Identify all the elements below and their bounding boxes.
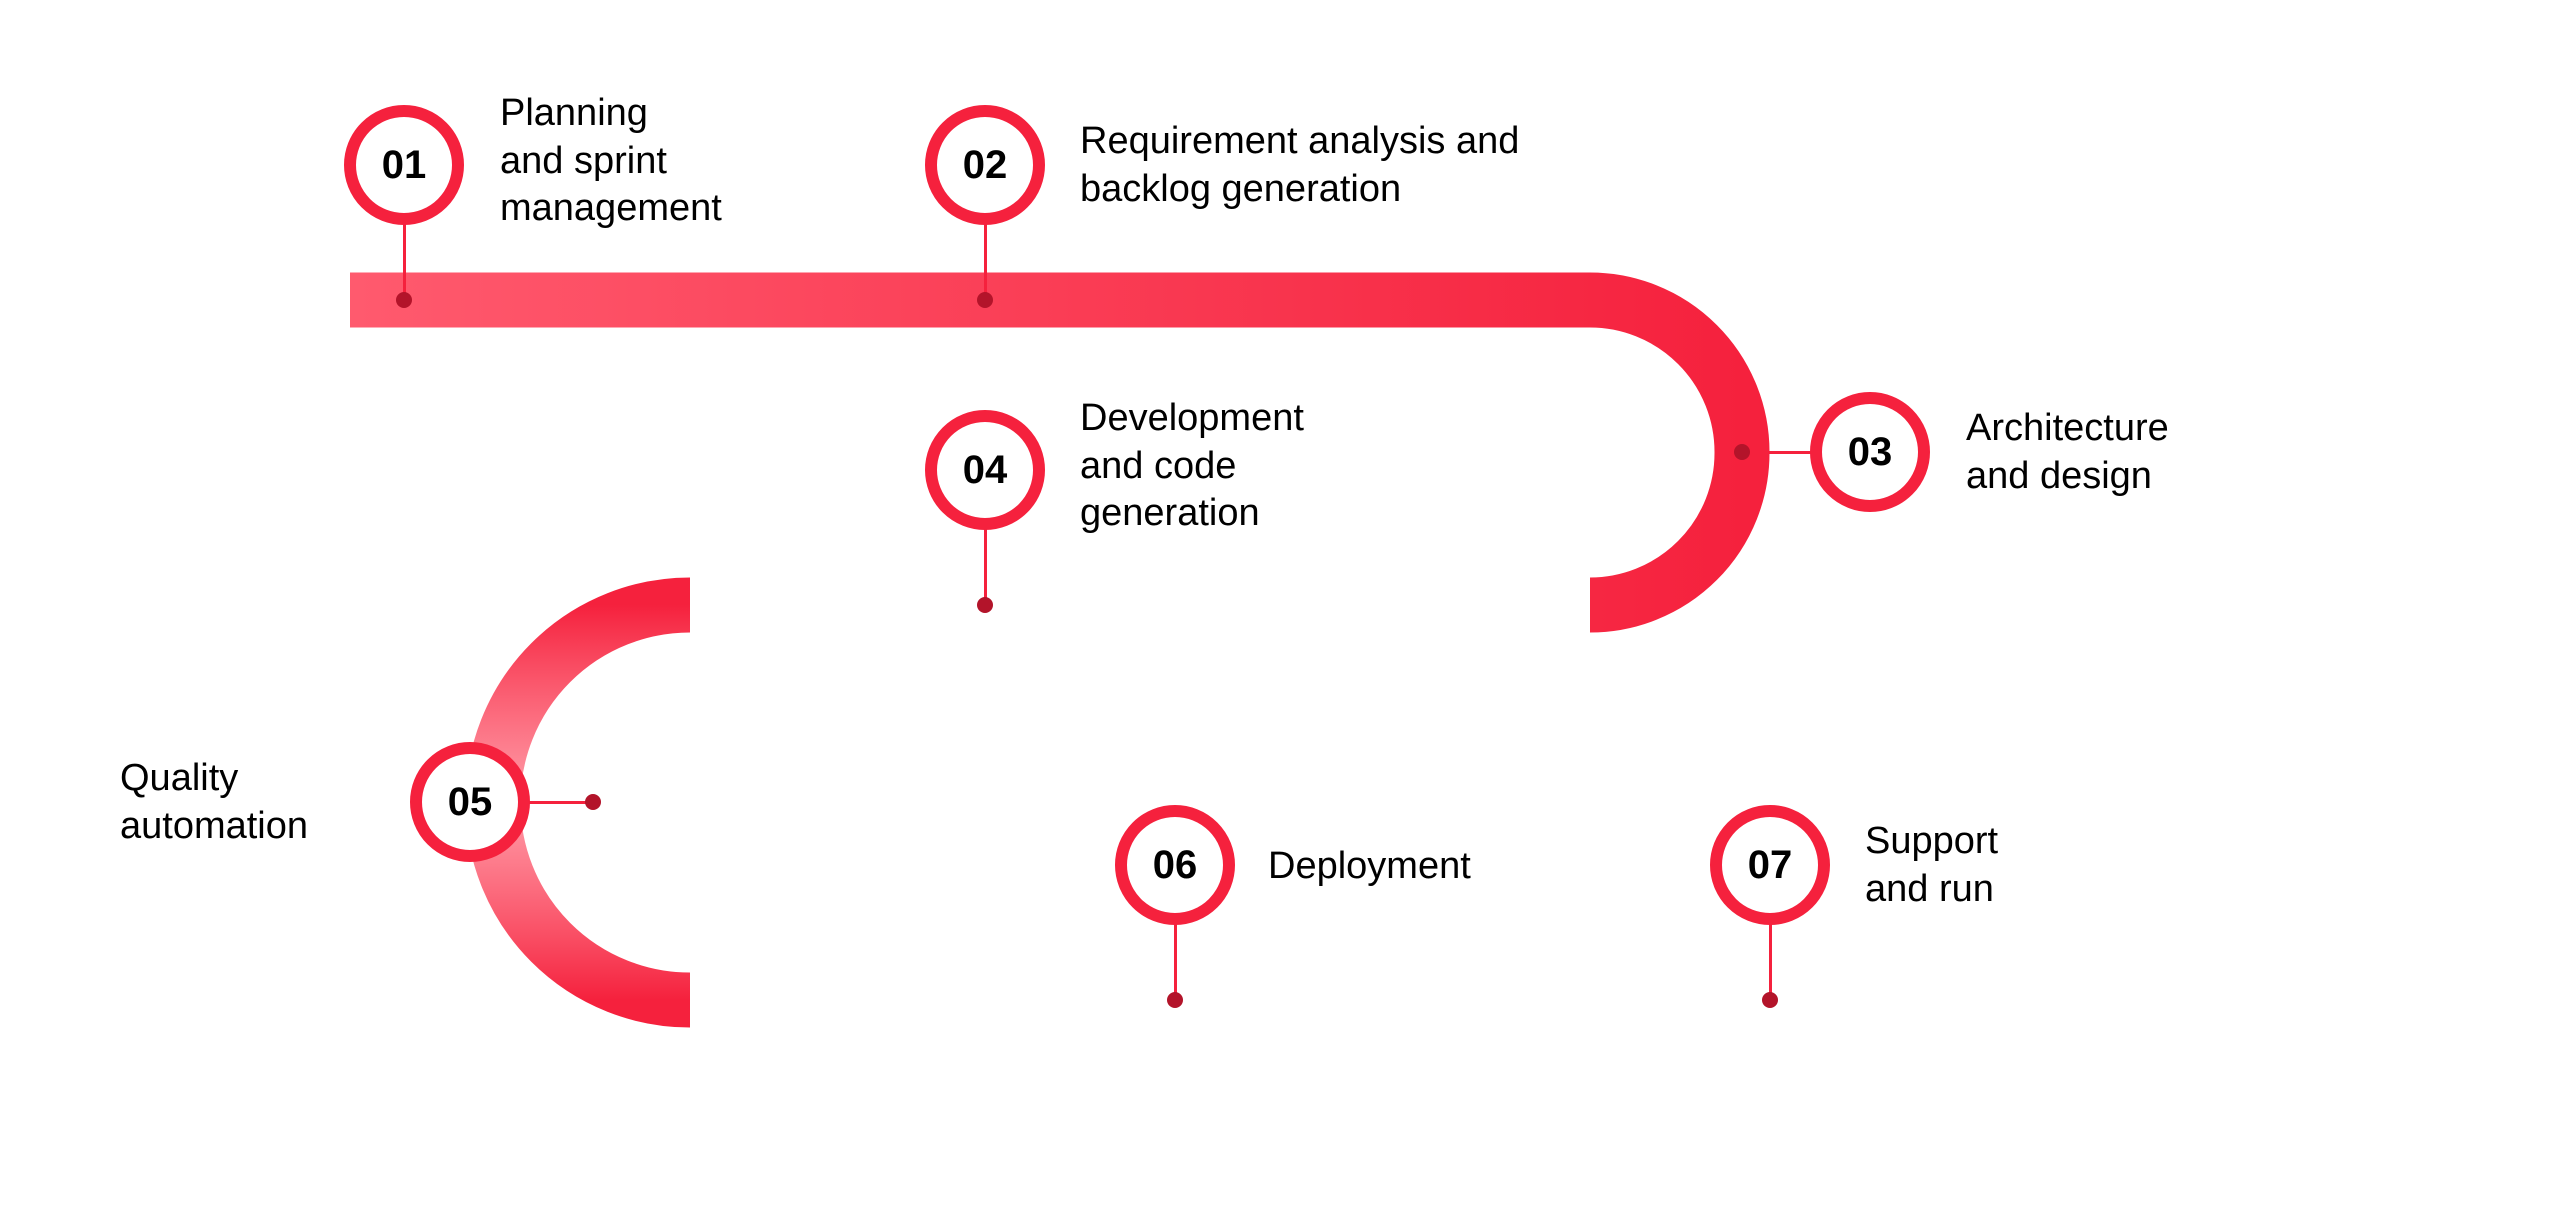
connector-stem: [403, 223, 406, 300]
step-circle-01: 01: [344, 105, 464, 225]
connector-stem: [984, 528, 987, 605]
connector-stem: [1742, 451, 1812, 454]
step-number: 02: [963, 143, 1008, 188]
connector-dot: [1734, 444, 1750, 460]
step-number: 06: [1153, 843, 1198, 888]
connector-stem: [984, 223, 987, 300]
step-circle-07: 07: [1710, 805, 1830, 925]
step-number: 03: [1848, 430, 1893, 475]
connector-dot: [396, 292, 412, 308]
connector-stem: [528, 801, 593, 804]
connector-stem: [1769, 923, 1772, 1000]
step-label-06: Deployment: [1268, 843, 1588, 891]
step-label-01: Planning and sprint management: [500, 90, 820, 233]
step-label-04: Development and code generation: [1080, 395, 1400, 538]
connector-dot: [977, 597, 993, 613]
step-number: 04: [963, 448, 1008, 493]
step-label-07: Support and run: [1865, 818, 2125, 913]
step-number: 05: [448, 780, 493, 825]
step-circle-04: 04: [925, 410, 1045, 530]
step-number: 01: [382, 143, 427, 188]
step-circle-02: 02: [925, 105, 1045, 225]
step-label-03: Architecture and design: [1966, 405, 2286, 500]
step-label-05: Quality automation: [120, 755, 390, 850]
connector-dot: [977, 292, 993, 308]
connector-dot: [1167, 992, 1183, 1008]
step-circle-06: 06: [1115, 805, 1235, 925]
connector-dot: [585, 794, 601, 810]
connector-stem: [1174, 923, 1177, 1000]
connector-dot: [1762, 992, 1778, 1008]
step-circle-03: 03: [1810, 392, 1930, 512]
step-label-02: Requirement analysis and backlog generat…: [1080, 118, 1640, 213]
process-flow-diagram: 01 Planning and sprint management 02 Requir…: [0, 0, 2560, 1213]
step-number: 07: [1748, 843, 1793, 888]
step-circle-05: 05: [410, 742, 530, 862]
